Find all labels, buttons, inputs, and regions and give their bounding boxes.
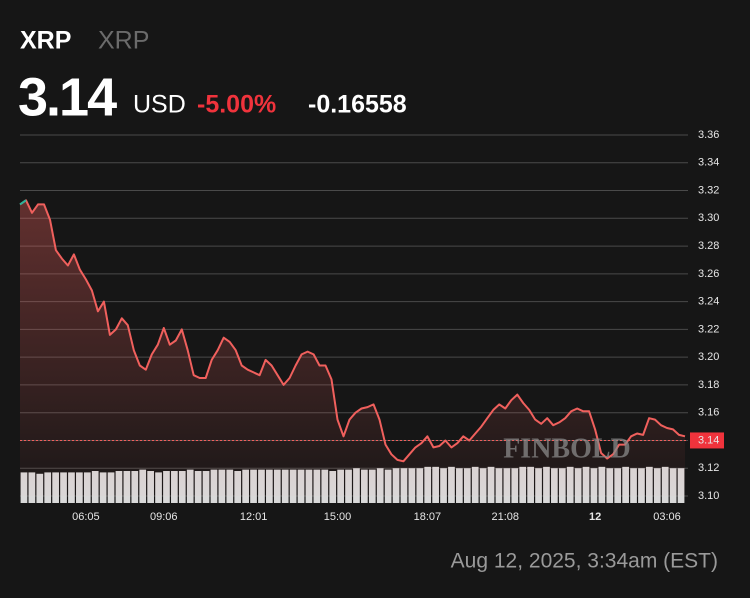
y-tick-label: 3.10 (698, 490, 719, 502)
change: -0.16558 (308, 91, 407, 119)
y-tick-label: 3.20 (698, 351, 719, 363)
price-line (19, 199, 686, 463)
y-tick-label: 3.30 (698, 212, 719, 224)
symbol: XRP (20, 27, 71, 55)
asset-name: XRP (98, 27, 149, 55)
y-tick-label: 3.34 (698, 157, 719, 169)
x-tick-label: 09:06 (150, 511, 178, 523)
x-tick-label: 15:00 (324, 511, 352, 523)
x-tick-label: 12 (589, 511, 601, 523)
y-tick-label: 3.26 (698, 268, 719, 280)
y-tick-label: 3.36 (698, 129, 719, 141)
x-tick-label: 03:06 (653, 511, 681, 523)
y-tick-label: 3.16 (698, 407, 719, 419)
y-tick-label: 3.28 (698, 240, 719, 252)
price: 3.14 (18, 67, 117, 127)
y-tick-label: 3.32 (698, 184, 719, 196)
currency: USD (133, 91, 186, 119)
open-segment (19, 199, 27, 206)
y-tick-label: 3.18 (698, 379, 719, 391)
change-percent: -5.00% (197, 91, 276, 119)
x-tick-label: 06:05 (72, 511, 100, 523)
watermark: FINBOLD (503, 433, 631, 464)
last-price-label: 3.14 (698, 434, 719, 446)
y-tick-label: 3.24 (698, 296, 719, 308)
x-tick-label: 21:08 (492, 511, 520, 523)
last-price-box (690, 432, 724, 449)
area (20, 200, 685, 497)
x-tick-label: 18:07 (414, 511, 442, 523)
timestamp: Aug 12, 2025, 3:34am (EST) (451, 550, 718, 573)
y-tick-label: 3.12 (698, 462, 719, 474)
x-tick-label: 12:01 (240, 511, 268, 523)
plot: 3.10 3.12 3.14 3.16 3.18 3.20 3.22 3.24 3.26 3.28… (19, 129, 724, 523)
y-tick-label: 3.22 (698, 323, 719, 335)
